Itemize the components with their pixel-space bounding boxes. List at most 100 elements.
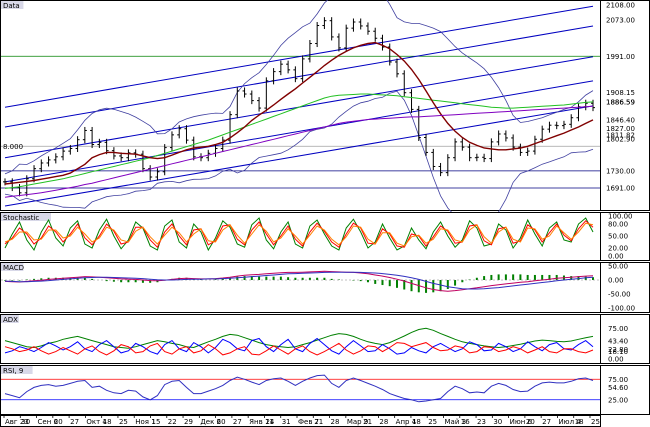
series-line-ma-very-long	[4, 105, 594, 198]
y-tick-label: 2108.00	[606, 1, 635, 9]
x-tick-label: 28	[331, 418, 340, 426]
axis-frame	[600, 0, 650, 211]
panel-frame	[0, 262, 601, 313]
y-tick-label: 1908.15	[606, 89, 635, 97]
x-tick-label: 18	[575, 418, 584, 426]
axis-frame	[600, 365, 650, 415]
x-tick-label: Окт 4	[86, 418, 107, 426]
panel-macd: MACD 50.00 0.00 -50.00 -100.00	[0, 262, 650, 313]
y-tick-label: 50.00	[608, 233, 628, 241]
x-tick-label: 25	[591, 418, 600, 426]
panel-title-bg	[1, 263, 24, 271]
y-tick-label: -50.00	[608, 291, 631, 299]
y-tick-label: 54.60	[608, 384, 628, 392]
panel-title: MACD	[3, 264, 24, 272]
channel-line	[4, 5, 594, 108]
y-tick-label: 1886.59	[606, 99, 635, 107]
x-tick-label: 18	[412, 418, 421, 426]
panel-frame	[0, 314, 601, 364]
panel-title-bg	[1, 1, 24, 9]
x-tick-label: Мар 9	[347, 418, 368, 426]
x-tick-label: 30	[21, 418, 30, 426]
y-tick-label: 75.00	[608, 325, 628, 333]
x-tick-label: Сен 6	[38, 418, 59, 426]
series-line-slow	[4, 222, 594, 247]
x-tick-label: Фев 7	[298, 418, 319, 426]
panel-frame	[0, 0, 601, 211]
y-tick-label: 1730.00	[606, 167, 635, 175]
x-tick-label: 29	[184, 418, 193, 426]
x-tick-label: Июл 4	[558, 418, 581, 426]
channel-line	[4, 25, 594, 128]
series-line-rsi	[4, 374, 594, 403]
x-tick-label: 21	[314, 418, 323, 426]
y-tick-label: 20.00	[608, 245, 628, 253]
y-tick-label: 1811.82	[606, 131, 635, 139]
series-line-di-plus	[4, 337, 594, 355]
y-tick-label: 1886.59	[606, 99, 635, 107]
x-tick-label: 22	[168, 418, 177, 426]
x-tick-label: 30	[493, 418, 502, 426]
y-tick-label: 80.00	[608, 221, 628, 229]
x-tick-label: 27	[70, 418, 79, 426]
channel-line	[4, 105, 594, 207]
bollinger-upper	[4, 0, 594, 175]
y-tick-label: 18.10	[608, 348, 628, 356]
x-tick-label: Май 3	[445, 418, 467, 426]
x-tick-label: Апр 4	[396, 418, 417, 426]
series-line-signal	[4, 271, 594, 290]
y-tick-label: 75.00	[608, 376, 628, 384]
left-level-label: 8.000	[3, 143, 23, 151]
axis-frame	[600, 212, 650, 261]
y-tick-label: 0.00	[608, 356, 624, 364]
series-line-di-minus	[4, 342, 594, 356]
x-tick-label: 25	[428, 418, 437, 426]
y-tick-label: 100.00	[608, 213, 633, 221]
y-tick-label: 50.00	[608, 263, 628, 271]
panel-title-bg	[1, 213, 51, 221]
axis-frame	[600, 314, 650, 364]
panel-title: Data	[3, 2, 20, 10]
panel-title-bg	[1, 315, 19, 323]
axis-frame	[600, 262, 650, 313]
x-tick-label: 25	[119, 418, 128, 426]
x-tick-label: 27	[233, 418, 242, 426]
y-tick-label: 43.40	[608, 338, 628, 346]
y-tick-label: 25.00	[608, 396, 628, 404]
y-tick-label: 1991.00	[606, 53, 635, 61]
y-tick-label: 1846.40	[606, 116, 635, 124]
x-tick-label: 24	[265, 418, 274, 426]
panel-title: ADX	[3, 316, 18, 324]
panel-price: Data 2108.00 2073.00 1991.00 1908.15 1886.59 1…	[0, 0, 650, 229]
x-tick-label: 28	[379, 418, 388, 426]
y-tick-label: 22.80	[608, 346, 628, 354]
series-line-ma-long	[4, 93, 594, 189]
y-tick-label: 1802.90	[606, 135, 635, 143]
panel-title: RSI, 9	[3, 367, 23, 375]
x-tick-label: 16	[461, 418, 470, 426]
x-tick-label: 20	[217, 418, 226, 426]
panels-layer: Data 2108.00 2073.00 1991.00 1908.15 1886.59 1…	[0, 0, 650, 415]
x-tick-label: Дек 6	[200, 418, 221, 426]
series-line-k	[4, 217, 594, 252]
y-tick-label: 2073.00	[606, 17, 635, 25]
x-tick-label: Июн 6	[510, 418, 533, 426]
x-tick-label: Ноя 1	[135, 418, 155, 426]
x-tick-label: 23	[477, 418, 486, 426]
x-tick-label: 20	[54, 418, 63, 426]
x-tick-label: 21	[363, 418, 372, 426]
x-tick-label: 20	[526, 418, 535, 426]
series-line-ma-mid	[4, 41, 594, 185]
y-tick-label: 1827.00	[606, 125, 635, 133]
x-tick-label: Янв 11	[249, 418, 274, 426]
panel-title: Stochastic	[3, 214, 39, 222]
y-tick-label: -100.00	[608, 305, 635, 313]
y-tick-label: 0.00	[608, 253, 624, 261]
x-tick-label: 31	[282, 418, 291, 426]
x-tick-label: 27	[542, 418, 551, 426]
y-tick-label: 0.00	[608, 277, 624, 285]
